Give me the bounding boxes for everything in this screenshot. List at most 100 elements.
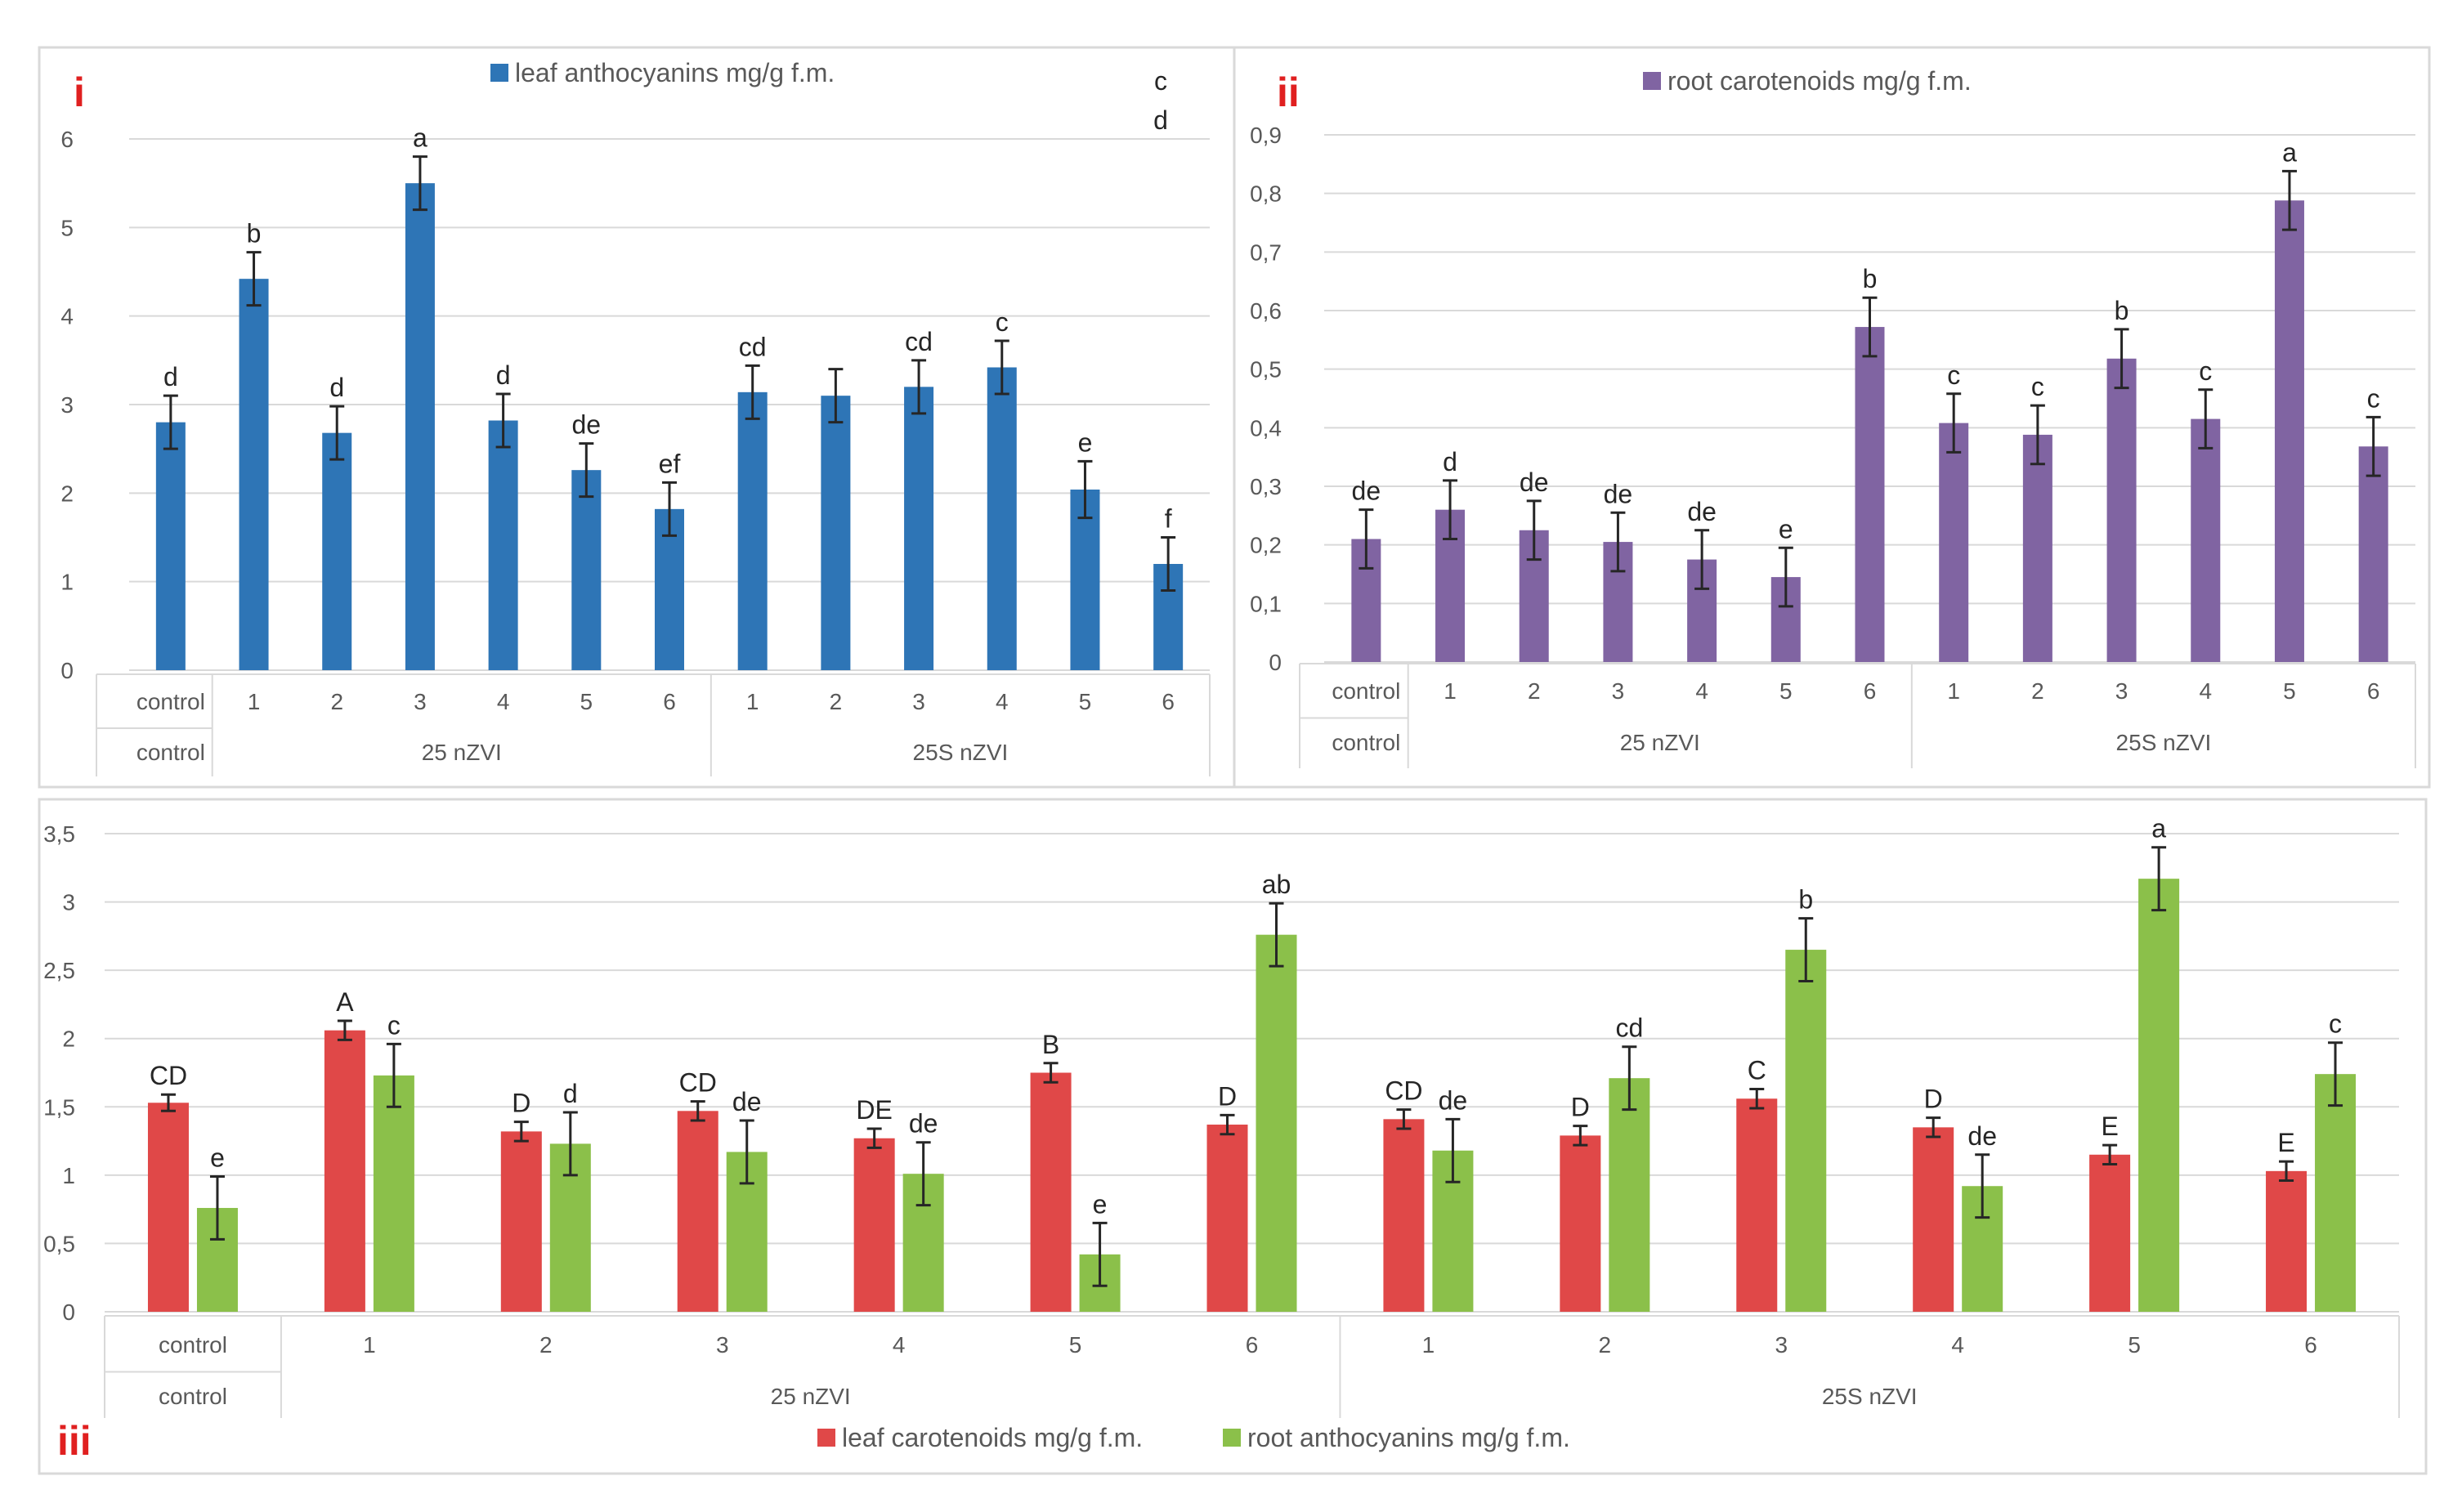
y-tick-label: 2 bbox=[62, 1027, 75, 1052]
significance-label: d bbox=[329, 373, 344, 402]
x-tick-label: 6 bbox=[2304, 1332, 2317, 1358]
x-tick-label: 4 bbox=[1951, 1332, 1964, 1358]
x-tick-label: 6 bbox=[663, 689, 676, 714]
bar bbox=[2274, 200, 2304, 662]
legend-label: leaf carotenoids mg/g f.m. bbox=[842, 1423, 1143, 1452]
bar bbox=[2138, 879, 2180, 1312]
significance-label: de bbox=[1439, 1085, 1468, 1115]
significance-label: CD bbox=[150, 1061, 187, 1090]
x-tick-label: 5 bbox=[1069, 1332, 1082, 1358]
x-tick-label: 3 bbox=[716, 1332, 729, 1358]
significance-label: de bbox=[1604, 479, 1633, 508]
bar bbox=[488, 420, 518, 670]
significance-label: D bbox=[512, 1089, 530, 1118]
panel-iii: 0 0,5 1 1,5 2 2,5 3 3,5 control 1 2 3 4 5 6 1 2 3 4 5 6 contr… bbox=[38, 798, 2428, 1475]
significance-label: e bbox=[1779, 514, 1793, 544]
legend-label: root anthocyanins mg/g f.m. bbox=[1247, 1423, 1570, 1452]
x-tick-label: 1 bbox=[248, 689, 261, 714]
bar bbox=[1256, 934, 1297, 1312]
significance-label: d bbox=[1443, 447, 1457, 476]
y-tick-label: 0,8 bbox=[1250, 181, 1282, 207]
x-tick-label: 2 bbox=[330, 689, 343, 714]
significance-label: cd bbox=[739, 332, 767, 361]
x-group-label: 25S nZVI bbox=[2116, 730, 2212, 755]
bar bbox=[239, 279, 269, 670]
y-tick-label: 5 bbox=[60, 215, 74, 240]
significance-label: cd bbox=[1615, 1013, 1643, 1043]
bar bbox=[405, 183, 435, 670]
significance-label: e bbox=[1078, 427, 1093, 457]
significance-label: cd bbox=[905, 327, 933, 356]
bar bbox=[987, 367, 1017, 670]
panel-ii: 0 0,1 0,2 0,3 0,4 0,5 0,6 0,7 0,8 0,9 control 1 2 3 4 5… bbox=[1233, 46, 2431, 789]
x-tick-label: 4 bbox=[497, 689, 510, 714]
x-group-label: 25 nZVI bbox=[1620, 730, 1700, 755]
bar bbox=[2089, 1154, 2131, 1312]
x-tick-label: 6 bbox=[2367, 678, 2380, 704]
significance-label: de bbox=[909, 1109, 938, 1138]
x-tick-label: 2 bbox=[830, 689, 843, 714]
stray-annotation: d bbox=[1153, 105, 1168, 135]
bar bbox=[147, 1103, 189, 1312]
x-tick-label: 1 bbox=[1444, 678, 1457, 704]
x-tick-label: control bbox=[137, 689, 205, 714]
x-group-label: 25 nZVI bbox=[422, 740, 502, 765]
bar bbox=[2266, 1170, 2308, 1312]
significance-label: ef bbox=[659, 449, 681, 478]
significance-label: de bbox=[1967, 1121, 1997, 1151]
legend-swatch bbox=[1643, 72, 1661, 90]
significance-label: CD bbox=[679, 1068, 717, 1098]
significance-label: d bbox=[496, 360, 511, 390]
y-tick-label: 1,5 bbox=[43, 1094, 75, 1120]
significance-label: ab bbox=[1262, 870, 1291, 899]
x-group-label: control bbox=[1332, 730, 1400, 755]
bar bbox=[1855, 327, 1885, 662]
significance-label: a bbox=[2151, 814, 2166, 843]
y-tick-label: 0,5 bbox=[43, 1231, 75, 1256]
significance-label: e bbox=[210, 1143, 225, 1173]
x-tick-label: 1 bbox=[363, 1332, 376, 1358]
significance-label: c bbox=[2367, 383, 2380, 413]
y-tick-label: 6 bbox=[60, 127, 74, 152]
bar bbox=[2315, 1074, 2357, 1312]
significance-label: D bbox=[1924, 1085, 1943, 1114]
bar bbox=[500, 1131, 542, 1312]
significance-label: de bbox=[572, 410, 602, 440]
x-tick-label: 2 bbox=[1528, 678, 1541, 704]
significance-label: de bbox=[732, 1087, 762, 1116]
x-tick-label: 4 bbox=[2199, 678, 2212, 704]
bar bbox=[1609, 1078, 1650, 1312]
significance-label: de bbox=[1520, 467, 1549, 497]
x-tick-label: 3 bbox=[2115, 678, 2128, 704]
bar bbox=[677, 1111, 718, 1312]
x-tick-label: 2 bbox=[1599, 1332, 1612, 1358]
bar bbox=[1560, 1135, 1601, 1312]
significance-label: A bbox=[336, 987, 354, 1017]
legend-swatch bbox=[490, 64, 508, 82]
significance-label: CD bbox=[1385, 1076, 1422, 1106]
x-tick-label: 4 bbox=[1695, 678, 1708, 704]
x-tick-label: 4 bbox=[893, 1332, 906, 1358]
y-tick-label: 3 bbox=[62, 890, 75, 915]
bar bbox=[2191, 418, 2221, 662]
x-group-label: 25S nZVI bbox=[1822, 1384, 1918, 1409]
x-group-label: 25 nZVI bbox=[771, 1384, 851, 1409]
bar bbox=[322, 432, 352, 670]
x-group-label: control bbox=[159, 1384, 227, 1409]
y-tick-label: 0 bbox=[1269, 650, 1282, 675]
bar bbox=[1030, 1072, 1072, 1312]
bar bbox=[821, 396, 851, 670]
bar bbox=[737, 391, 768, 670]
y-tick-label: 0 bbox=[60, 658, 74, 683]
significance-label: D bbox=[1218, 1081, 1237, 1111]
x-tick-label: 5 bbox=[580, 689, 593, 714]
x-tick-label: 1 bbox=[1947, 678, 1960, 704]
y-tick-label: 0,9 bbox=[1250, 123, 1282, 148]
x-tick-label: 2 bbox=[539, 1332, 553, 1358]
significance-label: a bbox=[413, 123, 427, 153]
panel-i: 0 1 2 3 4 5 6 control 1 2 3 4 5 6 1 2 3 4 5 6 control 25 nZVI… bbox=[38, 46, 1236, 789]
legend-label: leaf anthocyanins mg/g f.m. bbox=[515, 58, 835, 87]
significance-label: de bbox=[1687, 497, 1717, 526]
bar bbox=[1383, 1119, 1425, 1312]
significance-label: b bbox=[2115, 296, 2129, 325]
